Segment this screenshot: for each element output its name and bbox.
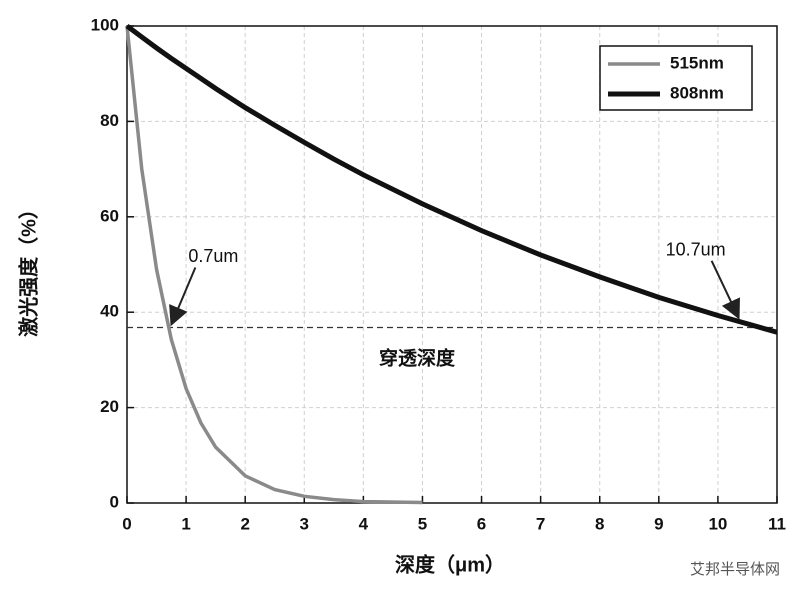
plot-frame xyxy=(126,25,778,504)
y-tick-label: 100 xyxy=(91,15,119,34)
annotation-text: 0.7um xyxy=(188,246,238,266)
x-tick-label: 2 xyxy=(240,514,249,533)
y-tick-label: 20 xyxy=(100,397,119,416)
series-line xyxy=(125,23,778,335)
x-tick-label: 1 xyxy=(181,514,190,533)
y-tick-label: 60 xyxy=(100,206,119,225)
legend-label: 515nm xyxy=(670,53,724,72)
annotation-arrow xyxy=(710,260,740,320)
x-tick-label: 3 xyxy=(300,514,309,533)
x-tick-label: 5 xyxy=(418,514,427,533)
x-tick-label: 9 xyxy=(654,514,663,533)
reference-label: 穿透深度 xyxy=(379,346,456,369)
x-tick-label: 0 xyxy=(122,514,131,533)
legend-label: 808nm xyxy=(670,83,724,102)
y-tick-label: 0 xyxy=(110,492,119,511)
x-tick-label: 6 xyxy=(477,514,486,533)
x-tick-label: 11 xyxy=(768,514,786,533)
y-tick-label: 80 xyxy=(100,111,119,130)
x-tick-label: 7 xyxy=(536,514,545,533)
x-tick-label: 10 xyxy=(708,514,727,533)
y-axis-label: 激光强度（%） xyxy=(16,199,40,337)
annotation-arrow xyxy=(169,267,197,327)
annotation-text: 10.7um xyxy=(666,240,726,260)
y-tick-label: 40 xyxy=(100,302,119,321)
x-tick-label: 8 xyxy=(595,514,604,533)
series-line xyxy=(125,25,423,505)
x-tick-label: 4 xyxy=(359,514,369,533)
watermark: 艾邦半导体网 xyxy=(690,561,780,578)
legend-box xyxy=(599,45,753,111)
x-axis-label: 深度（μm） xyxy=(395,552,505,576)
